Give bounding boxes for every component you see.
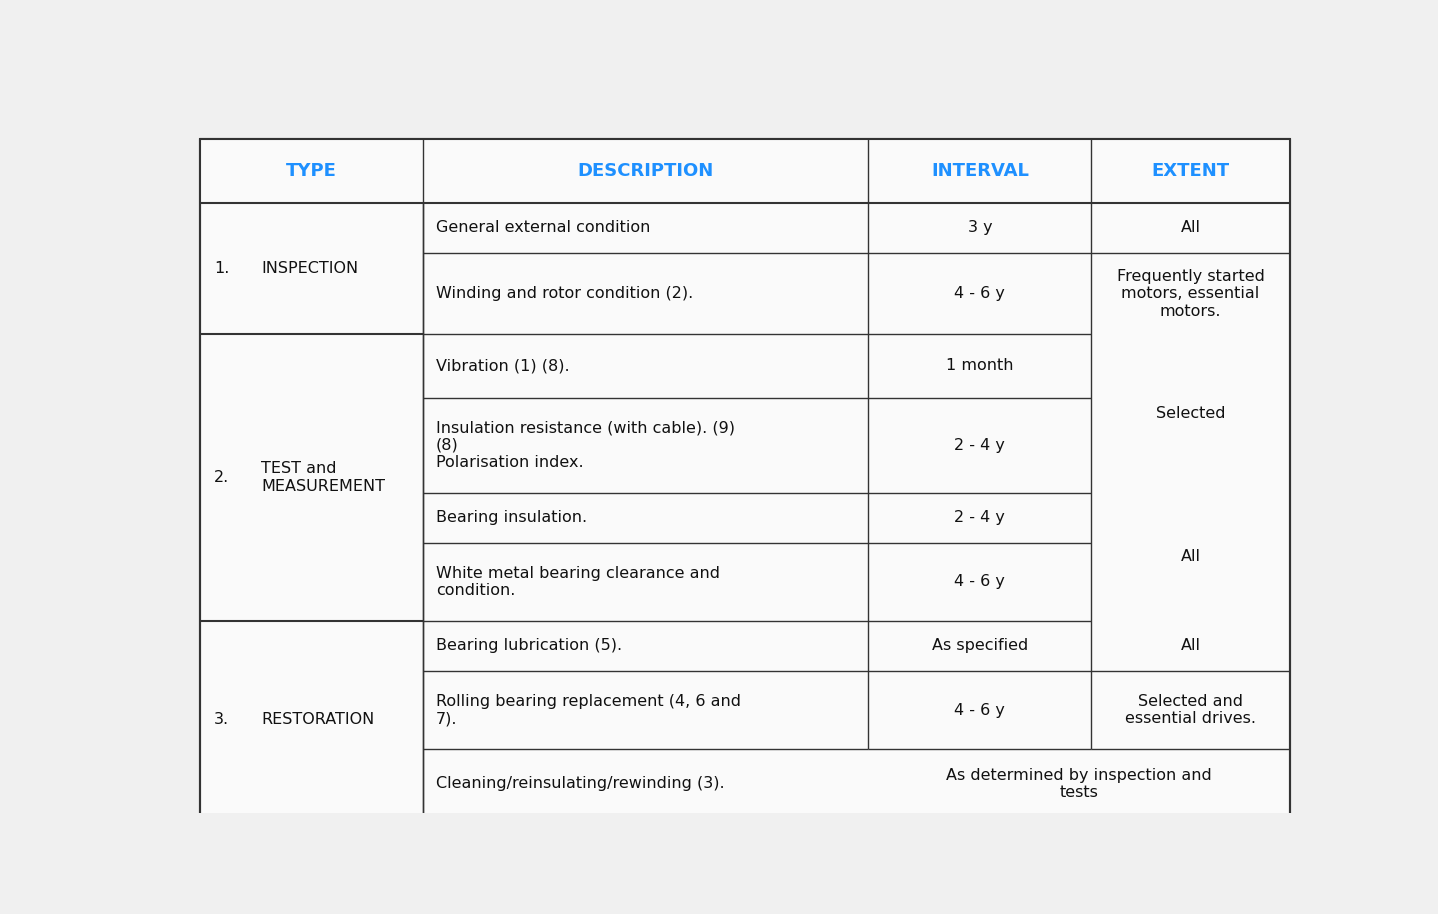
Text: Winding and rotor condition (2).: Winding and rotor condition (2). (436, 286, 693, 302)
Text: TYPE: TYPE (286, 162, 336, 180)
Text: Selected: Selected (1156, 406, 1225, 420)
Text: 4 - 6 y: 4 - 6 y (955, 703, 1005, 717)
Text: As determined by inspection and
tests: As determined by inspection and tests (946, 768, 1212, 800)
Text: 2.: 2. (214, 470, 230, 485)
Text: All: All (1181, 220, 1201, 236)
Text: DESCRIPTION: DESCRIPTION (578, 162, 713, 180)
Text: Insulation resistance (with cable). (9)
(8)
Polarisation index.: Insulation resistance (with cable). (9) … (436, 420, 735, 470)
Text: Rolling bearing replacement (4, 6 and
7).: Rolling bearing replacement (4, 6 and 7)… (436, 694, 741, 727)
Text: RESTORATION: RESTORATION (262, 712, 374, 728)
Text: All: All (1181, 639, 1201, 654)
Text: Bearing insulation.: Bearing insulation. (436, 510, 587, 526)
Text: Selected and
essential drives.: Selected and essential drives. (1125, 694, 1255, 727)
Text: INSPECTION: INSPECTION (262, 260, 358, 276)
Text: White metal bearing clearance and
condition.: White metal bearing clearance and condit… (436, 566, 720, 598)
Text: 1 month: 1 month (946, 358, 1014, 373)
Text: 1.: 1. (214, 260, 230, 276)
Text: Vibration (1) (8).: Vibration (1) (8). (436, 358, 569, 373)
Text: As specified: As specified (932, 639, 1028, 654)
Text: 4 - 6 y: 4 - 6 y (955, 286, 1005, 302)
Bar (200, 139, 1290, 203)
Text: Frequently started
motors, essential
motors.: Frequently started motors, essential mot… (1117, 269, 1264, 319)
Text: 3 y: 3 y (968, 220, 992, 236)
Text: Bearing lubrication (5).: Bearing lubrication (5). (436, 639, 623, 654)
Text: All: All (1181, 549, 1201, 564)
Text: EXTENT: EXTENT (1152, 162, 1229, 180)
Text: 3.: 3. (214, 712, 230, 728)
Text: 2 - 4 y: 2 - 4 y (955, 510, 1005, 526)
Text: INTERVAL: INTERVAL (930, 162, 1028, 180)
Text: Cleaning/reinsulating/rewinding (3).: Cleaning/reinsulating/rewinding (3). (436, 776, 725, 792)
Text: General external condition: General external condition (436, 220, 650, 236)
Text: TEST and
MEASUREMENT: TEST and MEASUREMENT (262, 462, 385, 494)
Text: 2 - 4 y: 2 - 4 y (955, 438, 1005, 452)
Text: 4 - 6 y: 4 - 6 y (955, 574, 1005, 590)
